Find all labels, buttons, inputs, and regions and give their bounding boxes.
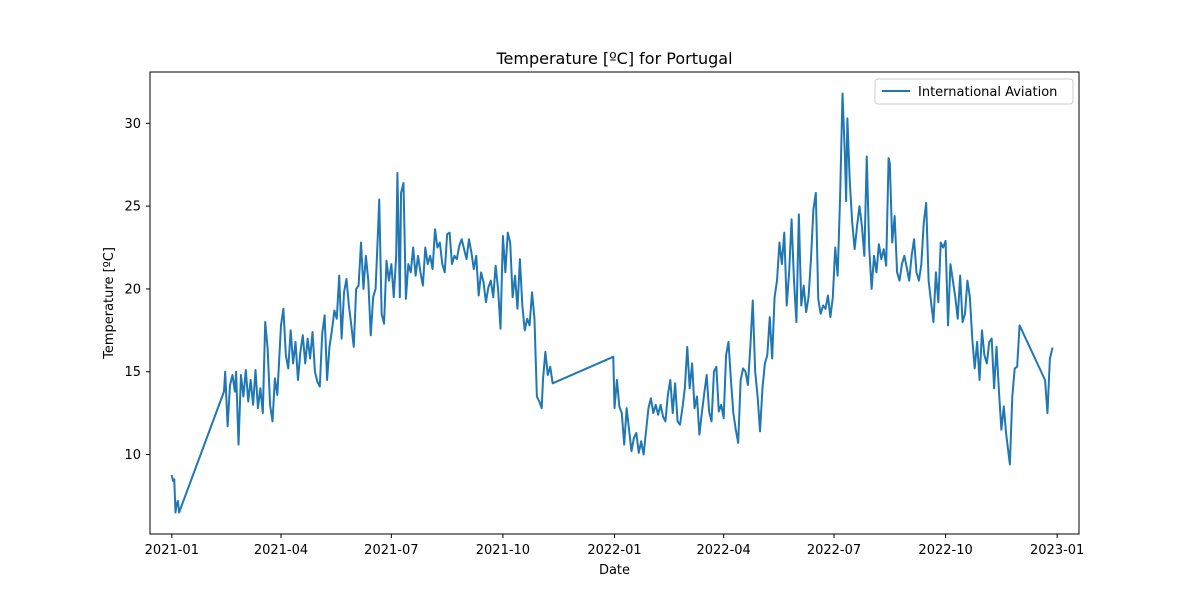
x-tick-label: 2021-04	[254, 543, 308, 558]
y-tick-label: 25	[124, 200, 141, 215]
y-tick-label: 20	[124, 282, 141, 297]
series-layer	[170, 92, 1054, 514]
legend-label: International Aviation	[918, 85, 1057, 100]
y-tick-label: 10	[124, 448, 141, 463]
y-tick-label: 15	[124, 365, 141, 380]
legend: International Aviation	[874, 78, 1074, 105]
x-axis: 2021-01 2021-04 2021-07 2021-10 2022-01 2022-…	[145, 534, 1084, 558]
x-tick-label: 2022-10	[918, 543, 972, 558]
x-axis-label: Date	[599, 563, 630, 578]
x-tick-label: 2022-07	[807, 543, 861, 558]
legend-box	[874, 78, 1074, 105]
series-line-0	[170, 92, 1054, 514]
x-tick-label: 2022-01	[587, 543, 641, 558]
x-tick-label: 2022-04	[696, 543, 750, 558]
y-axis: 10 15 20 25 30	[124, 117, 150, 463]
y-axis-label: Temperature [ºC]	[102, 247, 117, 360]
chart-title: Temperature [ºC] for Portugal	[495, 49, 732, 68]
y-tick-label: 30	[124, 117, 141, 132]
x-tick-label: 2021-07	[364, 543, 418, 558]
x-tick-label: 2021-01	[145, 543, 199, 558]
x-tick-label: 2023-01	[1030, 543, 1084, 558]
x-tick-label: 2021-10	[476, 543, 530, 558]
